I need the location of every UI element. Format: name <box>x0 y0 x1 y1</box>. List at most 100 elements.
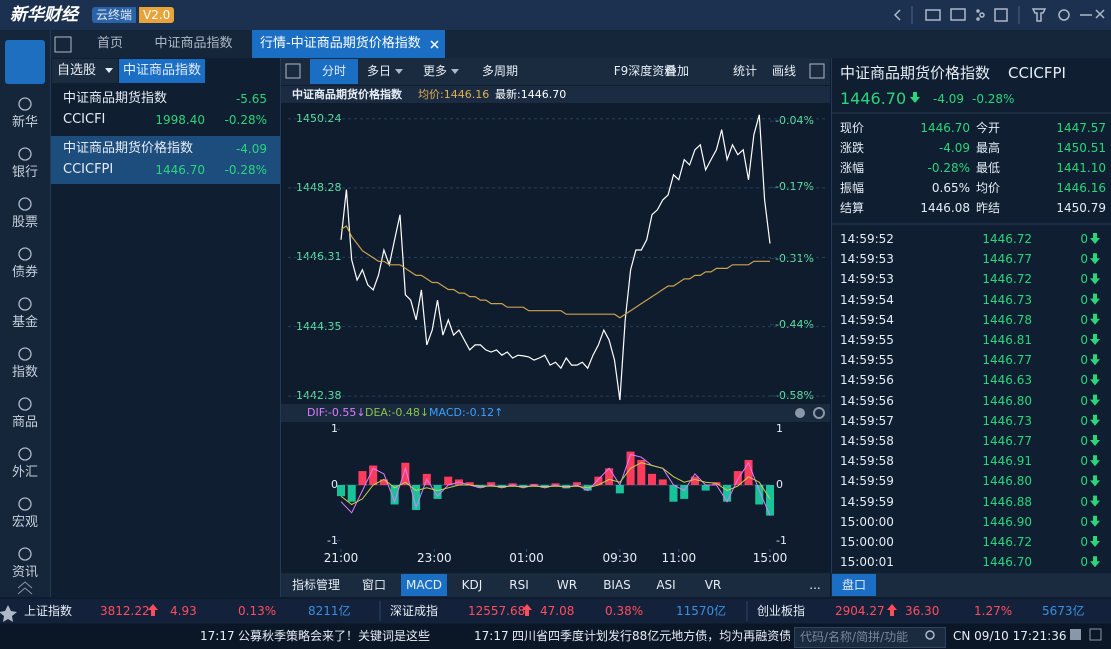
index-name[interactable]: 深证成指 <box>390 604 439 618</box>
trade-time: 15:00:01 <box>840 555 894 570</box>
news-text[interactable]: 四川省四季度计划发行88亿元地方债，均为再融资债 <box>512 629 790 643</box>
trade-price: 1446.73 <box>982 413 1032 428</box>
index-pct: 0.38% <box>605 604 644 618</box>
item-code: CCICFI <box>63 112 106 127</box>
trade-volume: 0 <box>1080 373 1088 388</box>
search-box[interactable] <box>794 627 946 648</box>
quote-value: 1450.51 <box>1056 141 1106 155</box>
macd-bar <box>379 479 388 485</box>
item-name[interactable]: 中证商品期货指数 <box>63 91 168 106</box>
index-volume: 8211亿 <box>308 604 351 618</box>
quote-label: 结算 <box>840 201 865 215</box>
quote-code: CCICFPI <box>1008 64 1066 82</box>
trade-volume: 0 <box>1080 353 1088 368</box>
macd-bar <box>744 459 753 485</box>
quote-value: 1446.70 <box>920 121 970 135</box>
macd-bar <box>369 465 378 485</box>
toolbar-button[interactable]: 多周期 <box>481 64 518 78</box>
item-change: -5.65 <box>235 92 267 106</box>
macd-bar <box>562 485 571 489</box>
right-tab[interactable]: 盘口 <box>832 574 876 596</box>
chart-titlebar <box>281 86 830 103</box>
macd-bar <box>390 485 399 505</box>
macd-bar <box>605 468 614 485</box>
trade-time: 15:00:00 <box>840 514 894 529</box>
trade-price: 1446.73 <box>982 292 1032 307</box>
chart-title: 中证商品期货价格指数 <box>292 88 402 101</box>
indicator-tab[interactable]: WR <box>556 578 578 592</box>
quote-label: 今开 <box>976 121 1001 135</box>
indicator-tab[interactable]: VR <box>704 578 722 592</box>
nav-logo-sub: XINHUA NEWS <box>6 61 44 67</box>
index-price: 3812.22 <box>100 604 150 618</box>
trade-price: 1446.81 <box>982 333 1032 347</box>
toolbar-button[interactable]: F9深度资料 <box>613 64 677 78</box>
toolbar-button[interactable]: 分时 <box>310 59 358 84</box>
news-text[interactable]: 公募秋季策略会来了！关键词是这些 <box>238 629 431 643</box>
watch-tab[interactable]: 中证商品指数 <box>119 59 205 83</box>
trade-time: 14:59:55 <box>840 333 894 347</box>
macd-bar <box>422 473 431 485</box>
trade-time: 14:59:59 <box>840 474 894 489</box>
indicator-tab[interactable]: MACD <box>401 574 447 596</box>
trade-price: 1446.63 <box>982 373 1032 388</box>
quote-label: 涨幅 <box>840 161 865 175</box>
trade-price: 1446.80 <box>982 474 1032 489</box>
toolbar-button[interactable]: 多日 <box>367 64 392 78</box>
macd-bar <box>476 485 485 488</box>
x-tick-label: 01:00 <box>509 551 544 565</box>
y-tick-label: -1 <box>327 533 338 547</box>
index-name[interactable]: 创业板指 <box>757 604 806 618</box>
indicator-tab[interactable]: BIAS <box>603 578 631 592</box>
tab[interactable]: 行情-中证商品期货价格指数 <box>252 30 445 58</box>
y2-tick-label: -0.44% <box>775 317 814 331</box>
trade-volume: 0 <box>1080 474 1088 489</box>
nav-item[interactable]: 外汇 <box>11 465 38 480</box>
tab[interactable]: 中证商品指数 <box>154 36 233 51</box>
nav-item[interactable]: 债券 <box>11 265 38 280</box>
quote-label: 振幅 <box>840 181 865 195</box>
nav-item[interactable]: 新华 <box>11 115 38 130</box>
x-tick-label: 21:00 <box>323 551 359 565</box>
macd-bar <box>540 485 549 488</box>
trade-volume: 0 <box>1080 333 1088 347</box>
indicator-tab[interactable]: RSI <box>509 578 529 592</box>
nav-item[interactable]: 指数 <box>11 365 38 380</box>
y-tick-label: 1 <box>331 422 338 436</box>
macd-bar <box>669 485 678 502</box>
toolbar-button[interactable]: 更多 <box>423 64 448 78</box>
indicator-tab[interactable]: KDJ <box>461 578 483 592</box>
nav-item[interactable]: 基金 <box>11 315 38 330</box>
tab[interactable]: 首页 <box>96 36 123 51</box>
y-tick-label: 0 <box>331 478 338 491</box>
quote-value: 1446.08 <box>920 201 970 215</box>
quote-name: 中证商品期货价格指数 <box>840 64 991 82</box>
watch-tab[interactable]: 自选股 <box>52 59 118 83</box>
nav-item[interactable]: 宏观 <box>11 515 38 530</box>
quote-label: 最低 <box>976 161 1001 175</box>
toolbar-button[interactable]: 画线 <box>771 64 796 78</box>
nav-item[interactable]: 资讯 <box>11 565 38 578</box>
macd-bar <box>572 482 581 485</box>
indicator-tab[interactable]: ... <box>809 578 821 592</box>
indicator-tab[interactable]: ASI <box>656 578 676 592</box>
index-name[interactable]: 上证指数 <box>24 604 73 618</box>
nav-item[interactable]: 股票 <box>11 215 38 230</box>
nav-item[interactable]: 商品 <box>11 415 38 430</box>
indicator-tab[interactable]: 窗口 <box>361 578 386 592</box>
toolbar-button[interactable]: 统计 <box>732 64 757 78</box>
nav-logo-text: 新华社 <box>6 45 43 59</box>
macd-bar <box>519 485 528 488</box>
indicator-tab[interactable]: 指标管理 <box>291 578 340 592</box>
trade-time: 14:59:57 <box>840 413 894 428</box>
item-name[interactable]: 中证商品期货价格指数 <box>63 141 194 156</box>
chart-toolbar <box>281 58 830 85</box>
item-pct: -0.28% <box>224 163 267 177</box>
macd-bar <box>615 485 624 494</box>
item-code: CCICFPI <box>63 162 114 177</box>
trade-time: 14:59:52 <box>840 232 894 246</box>
toolbar-button[interactable]: 叠加 <box>664 64 689 78</box>
nav-item[interactable]: 银行 <box>11 165 38 180</box>
trade-time: 14:59:54 <box>840 312 894 327</box>
